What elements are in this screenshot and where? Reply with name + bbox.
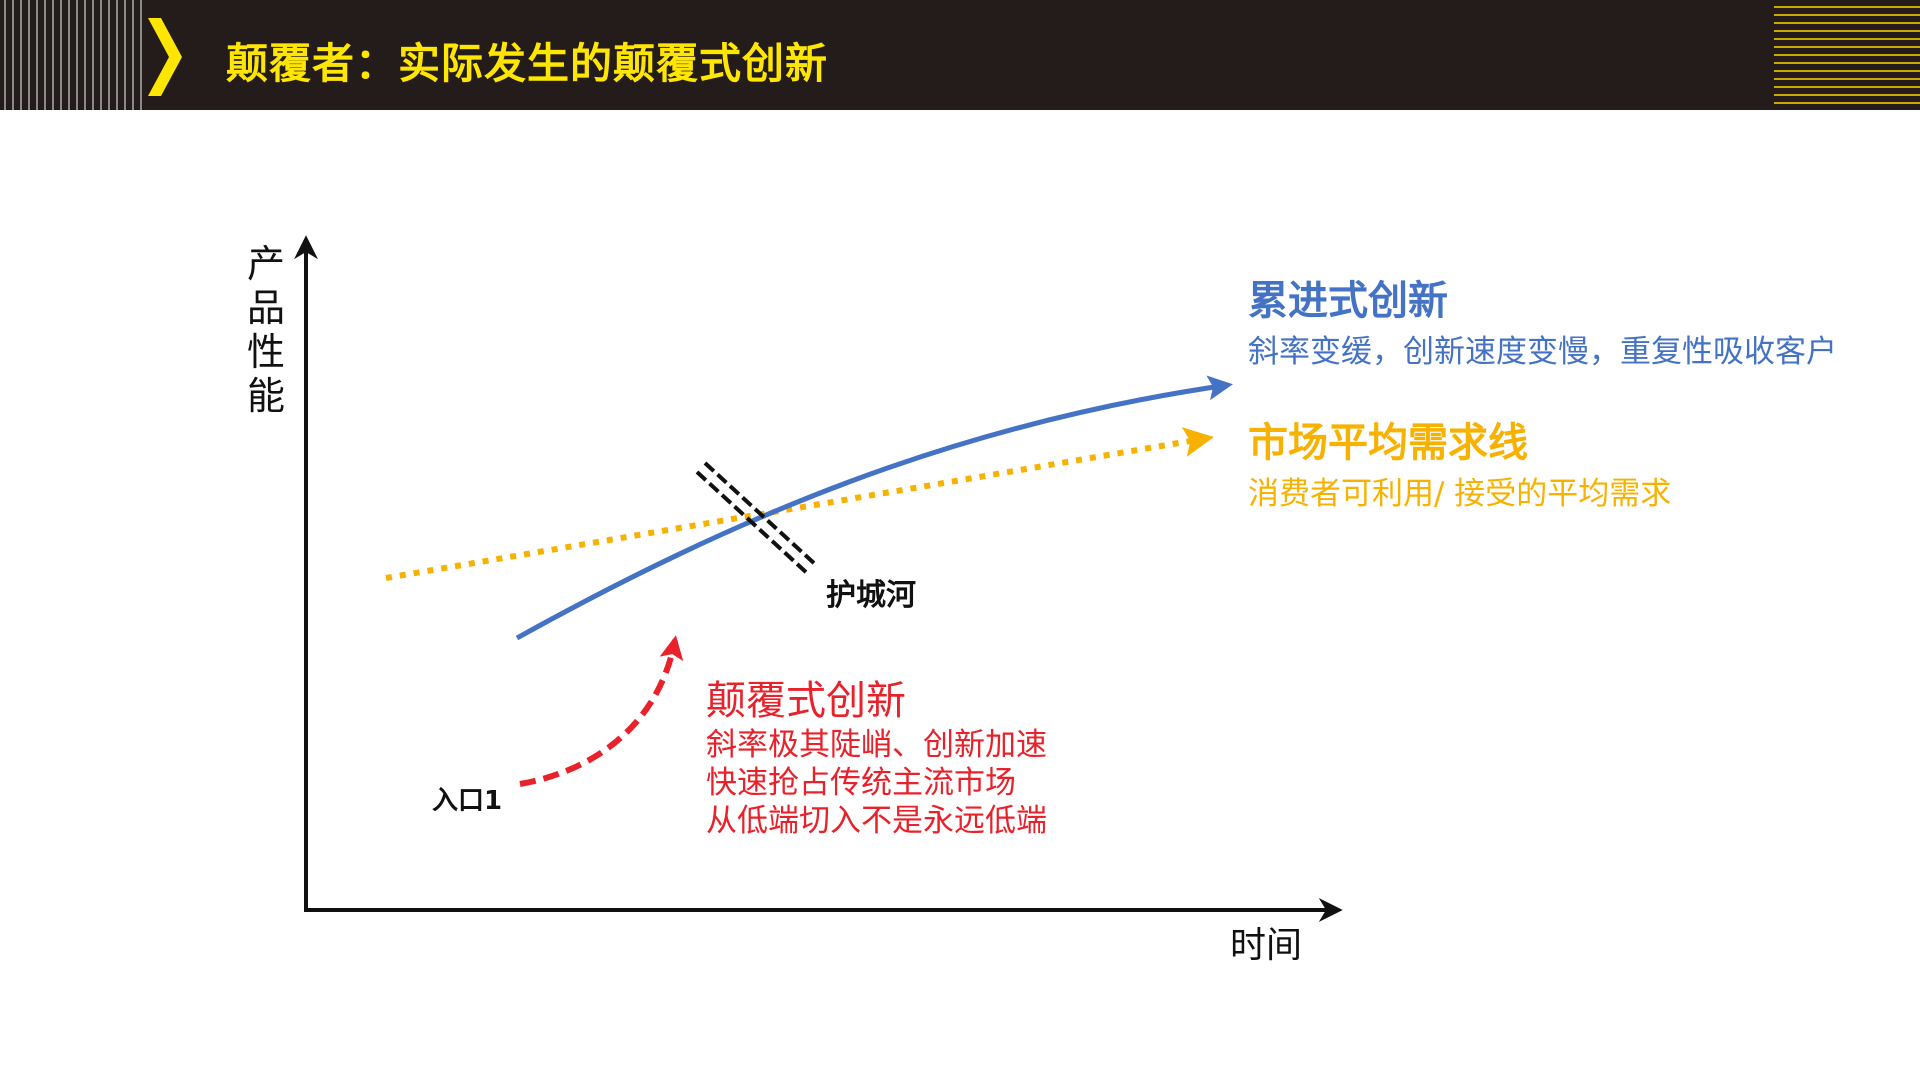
- market-demand-title: 市场平均需求线: [1248, 420, 1528, 466]
- y-axis-label-char: 产: [246, 242, 285, 286]
- disruptive-innovation-description: 斜率极其陡峭、创新加速 快速抢占传统主流市场 从低端切入不是永远低端: [706, 726, 1047, 840]
- disruptive-innovation-title: 颠覆式创新: [706, 678, 906, 724]
- header-stripes-left: [4, 0, 142, 110]
- disruptive-description-line: 从低端切入不是永远低端: [706, 803, 1047, 839]
- disruptive-description-line: 快速抢占传统主流市场: [706, 765, 1016, 801]
- moat-label: 护城河: [826, 578, 916, 613]
- chevron-right-icon: [148, 18, 182, 96]
- page-title: 颠覆者：实际发生的颠覆式创新: [226, 39, 829, 88]
- header-stripes-right: [1774, 6, 1920, 104]
- sustaining-innovation-title: 累进式创新: [1248, 278, 1448, 324]
- market-demand-line: [385, 427, 1214, 581]
- sustaining-innovation-curve: [515, 375, 1233, 641]
- header-bar: 颠覆者：实际发生的颠覆式创新: [0, 0, 1920, 110]
- entry-label: 入口1: [432, 786, 503, 816]
- disruptive-innovation-arrow: [519, 635, 684, 787]
- market-demand-description: 消费者可利用/ 接受的平均需求: [1248, 476, 1672, 512]
- y-axis-label-char: 性: [246, 330, 285, 374]
- disruptive-description-line: 斜率极其陡峭、创新加速: [706, 727, 1047, 763]
- y-axis-label-char: 能: [246, 374, 285, 418]
- y-axis-label: 产 品 性 能: [246, 242, 286, 418]
- x-axis-label: 时间: [1230, 925, 1303, 966]
- moat-marker: [695, 461, 818, 576]
- sustaining-innovation-description: 斜率变缓，创新速度变慢，重复性吸收客户: [1248, 334, 1837, 370]
- y-axis-label-char: 品: [246, 286, 285, 330]
